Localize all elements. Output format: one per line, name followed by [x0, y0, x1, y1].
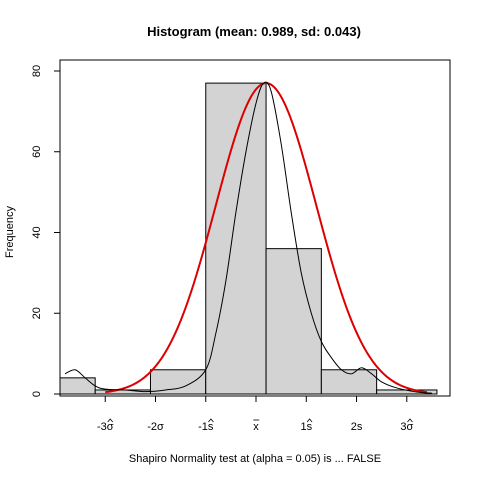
chart-title: Histogram (mean: 0.989, sd: 0.043)	[147, 24, 361, 39]
density-curve	[64, 81, 432, 394]
svg-text:-3σ: -3σ	[97, 421, 114, 433]
y-tick-label: 0	[31, 391, 43, 397]
x-axis-label: Shapiro Normality test at (alpha = 0.05)…	[129, 453, 381, 465]
histogram-bars	[59, 82, 438, 395]
x-tick-label: -1s	[198, 418, 214, 433]
normal-curve	[105, 82, 428, 394]
y-tick-label: 40	[31, 226, 43, 238]
x-tick-label: 2s	[351, 421, 363, 433]
svg-text:-1s: -1s	[198, 421, 214, 433]
x-tick-label: x	[253, 419, 260, 433]
svg-text:-2σ: -2σ	[147, 421, 164, 433]
y-tick-label: 80	[31, 65, 43, 77]
svg-text:1s: 1s	[300, 421, 312, 433]
histogram-bar	[205, 82, 267, 395]
y-tick-label: 60	[31, 146, 43, 158]
curves	[64, 81, 432, 394]
histogram-bar	[149, 369, 207, 395]
svg-text:3σ: 3σ	[400, 421, 413, 433]
svg-text:2s: 2s	[351, 421, 363, 433]
x-tick-label: 3σ	[400, 418, 413, 433]
y-axis: 0 20 40 60 80	[31, 65, 60, 397]
plot-frame	[59, 59, 451, 397]
x-tick-label: -2σ	[147, 421, 164, 433]
svg-text:x: x	[253, 421, 259, 433]
histogram-bar	[59, 377, 96, 395]
x-tick-label: -3σ	[97, 418, 114, 433]
histogram-bar	[265, 248, 322, 395]
histogram-bar	[94, 389, 151, 395]
x-axis: -3σ -2σ -1s x 1s 2s 3σ	[97, 396, 413, 433]
y-tick-label: 20	[31, 307, 43, 319]
x-tick-label: 1s	[300, 418, 313, 433]
y-axis-label: Frequency	[4, 206, 16, 258]
